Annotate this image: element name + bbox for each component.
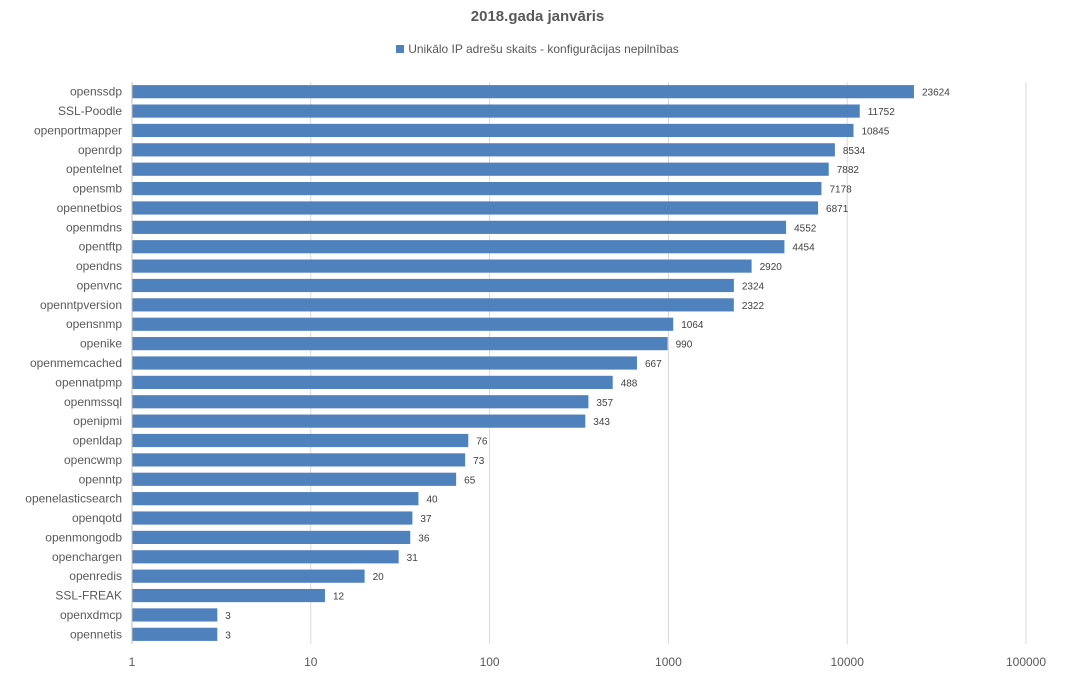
bar <box>132 220 787 234</box>
bar <box>132 356 637 370</box>
data-label: 20 <box>373 572 385 583</box>
bar <box>132 453 466 467</box>
bar <box>132 433 469 448</box>
data-label: 7882 <box>837 165 860 176</box>
data-label: 65 <box>464 475 476 486</box>
data-label: 31 <box>407 553 419 564</box>
data-label: 12 <box>333 592 345 603</box>
category-label: openmemcached <box>30 356 122 370</box>
data-label: 4552 <box>794 223 817 234</box>
category-label: openmssql <box>64 395 122 409</box>
category-label: opennetbios <box>57 201 122 215</box>
category-label: openchargen <box>52 550 122 564</box>
data-label: 3 <box>225 630 231 641</box>
category-label: opentelnet <box>66 162 123 176</box>
category-label: openmongodb <box>45 530 122 544</box>
category-label: opentftp <box>79 240 123 254</box>
bar <box>132 85 914 99</box>
x-tick-label: 10000 <box>831 655 865 669</box>
x-tick-label: 10 <box>304 655 318 669</box>
data-label: 37 <box>420 514 432 525</box>
category-label: openssdp <box>70 85 122 99</box>
data-label: 23624 <box>922 88 950 99</box>
category-label: openrdp <box>78 143 122 157</box>
category-label: openike <box>80 337 122 351</box>
category-label: openqotd <box>72 511 122 525</box>
data-label: 10845 <box>861 126 889 137</box>
data-label: 667 <box>645 359 662 370</box>
bar <box>132 181 822 196</box>
category-label: opennetis <box>70 627 122 641</box>
category-label: openvnc <box>77 278 122 292</box>
bar <box>132 627 218 641</box>
data-label: 2324 <box>742 281 765 292</box>
data-label: 4454 <box>792 243 815 254</box>
data-label: 8534 <box>843 146 866 157</box>
bar <box>132 511 413 525</box>
x-tick-label: 1000 <box>655 655 682 669</box>
data-label: 357 <box>596 398 613 409</box>
category-label: openelasticsearch <box>25 492 122 506</box>
bar <box>132 492 419 506</box>
bar <box>132 104 860 118</box>
category-label: openxdmcp <box>60 608 122 622</box>
category-label: openipmi <box>73 414 122 428</box>
bar <box>132 162 829 176</box>
data-label: 3 <box>225 611 231 622</box>
bar <box>132 259 752 273</box>
legend-label: Unikālo IP adrešu skaits - konfigurācija… <box>408 42 679 56</box>
bar <box>132 569 365 583</box>
category-label: SSL-FREAK <box>55 589 122 603</box>
bar <box>132 317 674 331</box>
category-label: opendns <box>76 259 122 273</box>
data-label: 6871 <box>826 204 849 215</box>
bar <box>132 395 589 409</box>
x-tick-label: 100 <box>480 655 500 669</box>
data-label: 76 <box>476 437 488 448</box>
data-label: 11752 <box>868 107 896 118</box>
bar <box>132 123 854 138</box>
category-label: opensmb <box>73 182 123 196</box>
legend-swatch <box>396 45 405 53</box>
category-label: opennatpmp <box>55 375 122 389</box>
bar <box>132 530 411 545</box>
category-label: openportmapper <box>34 123 122 137</box>
data-label: 7178 <box>829 185 852 196</box>
bar <box>132 588 325 603</box>
bar <box>132 143 835 157</box>
bar <box>132 375 613 389</box>
x-tick-label: 1 <box>129 655 136 669</box>
category-label: SSL-Poodle <box>58 104 122 118</box>
data-label: 73 <box>473 456 485 467</box>
category-label: opensnmp <box>66 317 122 331</box>
bar <box>132 414 586 428</box>
category-label: openredis <box>69 569 122 583</box>
bar <box>132 608 218 622</box>
data-label: 2920 <box>760 262 783 273</box>
data-label: 36 <box>418 533 430 544</box>
x-tick-label: 100000 <box>1006 655 1046 669</box>
bar <box>132 201 819 215</box>
category-label: openntp <box>79 472 123 486</box>
category-label: openmdns <box>66 220 122 234</box>
data-label: 488 <box>621 378 638 389</box>
category-label: openntpversion <box>40 298 122 312</box>
data-label: 1064 <box>681 320 704 331</box>
bar <box>132 472 457 486</box>
data-label: 40 <box>426 495 438 506</box>
bar <box>132 550 399 564</box>
bar <box>132 240 785 254</box>
bar <box>132 278 734 293</box>
bar <box>132 298 734 312</box>
category-label: opencwmp <box>64 453 122 467</box>
category-label: openldap <box>73 434 123 448</box>
data-label: 2322 <box>742 301 765 312</box>
bar <box>132 337 668 351</box>
data-label: 343 <box>593 417 610 428</box>
chart-title: 2018.gada janvāris <box>470 8 605 25</box>
data-label: 990 <box>676 340 693 351</box>
chart-legend: Unikālo IP adrešu skaits - konfigurācija… <box>0 42 1075 56</box>
